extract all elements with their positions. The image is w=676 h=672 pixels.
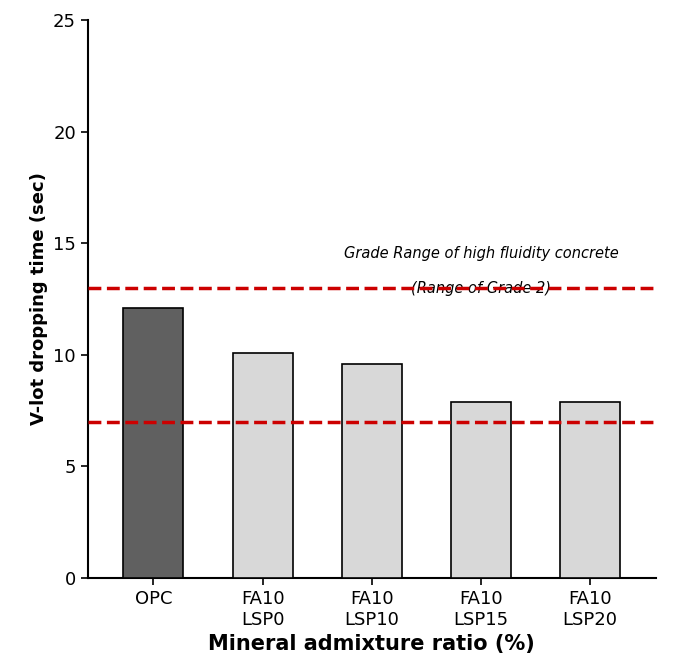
X-axis label: Mineral admixture ratio (%): Mineral admixture ratio (%) [208, 634, 535, 654]
Text: (Range of Grade 2): (Range of Grade 2) [411, 281, 551, 296]
Bar [124, 308, 183, 578]
Text: Grade Range of high fluidity concrete: Grade Range of high fluidity concrete [343, 246, 619, 261]
Bar [342, 364, 402, 578]
Bar [560, 402, 621, 578]
Bar [233, 353, 293, 578]
Y-axis label: V-lot dropping time (sec): V-lot dropping time (sec) [30, 173, 47, 425]
Bar [451, 402, 511, 578]
